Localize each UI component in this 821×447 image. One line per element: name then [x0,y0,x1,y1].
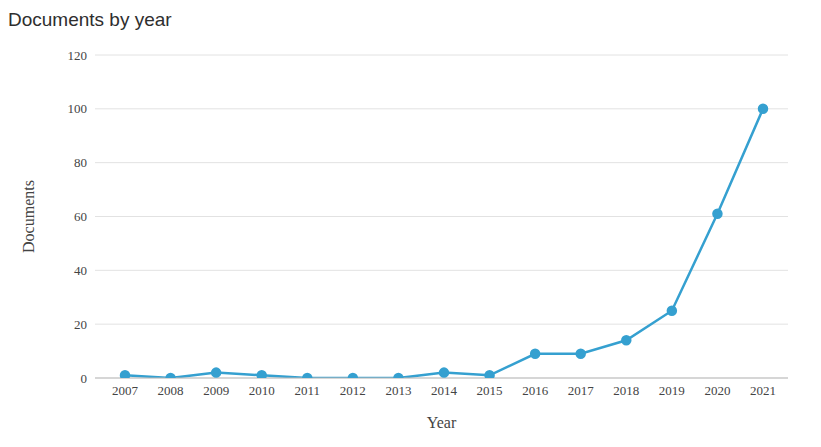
svg-text:2007: 2007 [112,383,139,398]
svg-text:60: 60 [74,209,87,224]
svg-text:120: 120 [68,48,88,63]
svg-text:40: 40 [74,263,87,278]
svg-text:2016: 2016 [522,383,549,398]
svg-text:2017: 2017 [568,383,595,398]
svg-text:2009: 2009 [203,383,229,398]
svg-text:2019: 2019 [659,383,685,398]
svg-text:20: 20 [74,317,87,332]
svg-text:2014: 2014 [431,383,458,398]
svg-text:2011: 2011 [295,383,321,398]
svg-text:Year: Year [427,414,457,431]
svg-text:2021: 2021 [750,383,776,398]
svg-text:100: 100 [68,101,88,116]
svg-text:2018: 2018 [613,383,639,398]
svg-text:2020: 2020 [704,383,730,398]
svg-text:2013: 2013 [385,383,411,398]
svg-text:2010: 2010 [249,383,275,398]
svg-text:80: 80 [74,155,87,170]
html-text:Documents by year: Documents by year [8,9,172,30]
svg-text:2012: 2012 [340,383,366,398]
svg-text:0: 0 [81,371,88,386]
svg-text:2015: 2015 [477,383,503,398]
svg-text:2008: 2008 [158,383,184,398]
svg-text:Documents: Documents [20,180,37,253]
